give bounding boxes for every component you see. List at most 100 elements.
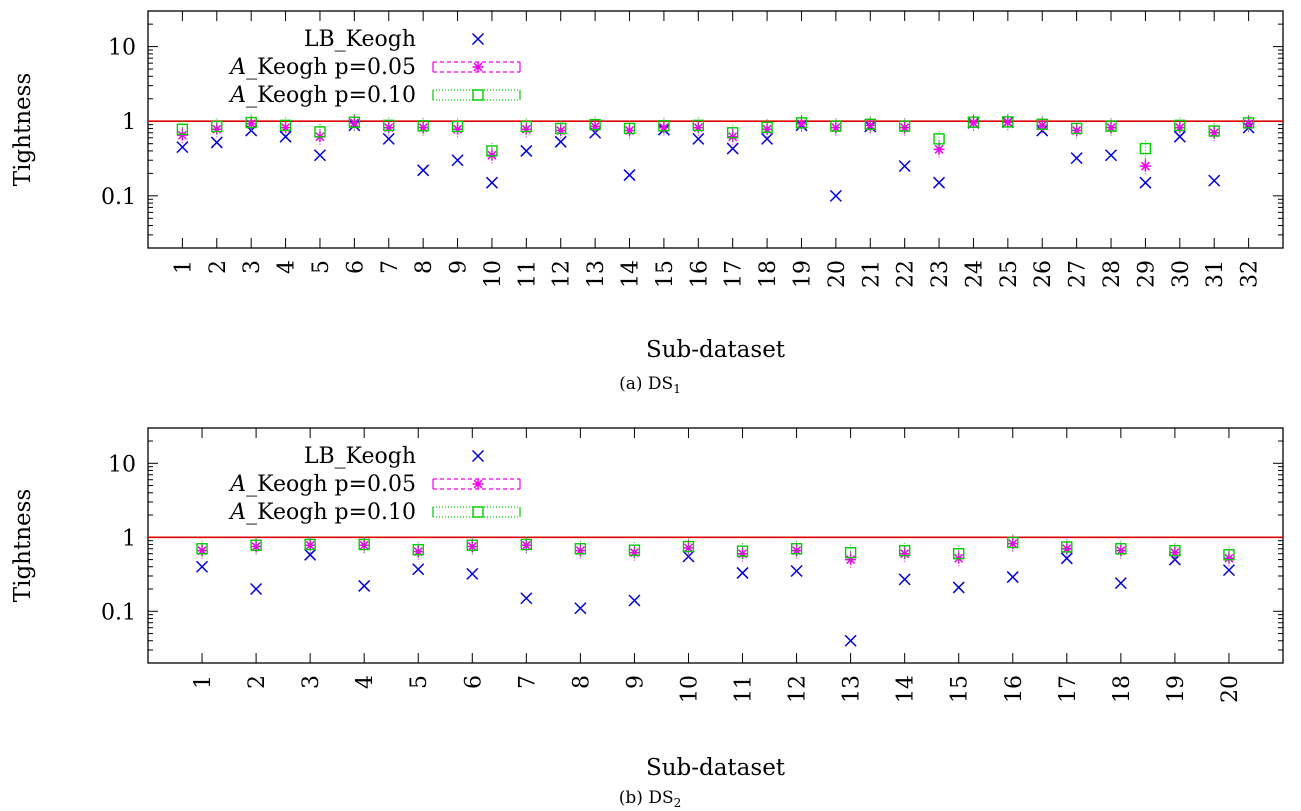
data-point-square: [211, 120, 223, 133]
data-point-square: [466, 539, 478, 551]
x-tick-label: 13: [840, 675, 865, 703]
data-point-square: [1070, 122, 1083, 135]
data-point-square: [176, 123, 189, 135]
x-tick-label: 17: [722, 260, 747, 288]
data-point-square: [953, 548, 965, 560]
data-point-x: [898, 160, 911, 173]
data-point-x: [844, 634, 857, 647]
x-tick-label: 6: [461, 675, 486, 689]
data-point-square: [1242, 117, 1255, 129]
data-point-x: [520, 592, 533, 605]
x-tick-label: 19: [1164, 675, 1189, 703]
data-point-x: [726, 142, 739, 155]
series-1: [176, 114, 1255, 175]
data-point-star: [555, 125, 567, 137]
data-point-square: [348, 116, 361, 128]
data-point-square: [451, 120, 464, 133]
x-tick-label: 3: [299, 675, 324, 689]
data-point-square: [1208, 125, 1220, 137]
data-point-x: [250, 582, 263, 596]
x-tick-label: 1: [191, 675, 216, 689]
data-point-square: [628, 544, 641, 556]
data-point-star: [692, 122, 704, 134]
x-tick-label: 12: [550, 260, 575, 288]
x-tick-label: 18: [1110, 675, 1135, 703]
data-point-star: [1139, 160, 1151, 172]
data-point-square: [1115, 543, 1127, 555]
x-tick-label: 15: [948, 675, 973, 703]
series-0: [196, 548, 1235, 647]
data-point-star: [1174, 122, 1186, 134]
data-point-square: [1036, 118, 1048, 130]
data-point-square: [574, 543, 587, 555]
data-point-x: [196, 560, 209, 573]
caption-text: (b) DS: [619, 788, 674, 808]
data-point-star: [933, 143, 945, 155]
data-point-star: [520, 539, 532, 551]
legend-label: A_Keogh p=0.05: [228, 55, 416, 80]
series-2: [196, 534, 1235, 563]
x-tick-label: 10: [677, 675, 702, 703]
data-point-star: [304, 539, 316, 551]
data-point-star: [624, 125, 636, 137]
x-tick-label: 15: [653, 260, 678, 288]
x-tick-label: 8: [569, 675, 594, 689]
data-point-star: [472, 478, 484, 490]
x-tick-label: 31: [1203, 260, 1228, 288]
x-tick-label: 14: [894, 675, 919, 703]
data-point-star: [176, 129, 188, 141]
x-tick-label: 13: [584, 260, 609, 288]
series-1: [196, 535, 1235, 568]
y-ticks: [148, 10, 1283, 249]
data-point-x: [279, 130, 292, 143]
data-point-x: [623, 169, 636, 182]
data-point-star: [727, 131, 739, 143]
y-tick-label: 1: [122, 110, 136, 135]
data-point-square: [358, 538, 370, 551]
data-point-x: [313, 149, 327, 162]
subplot-caption: (b) DS2: [619, 788, 681, 810]
data-point-x: [451, 154, 464, 167]
data-point-x: [304, 548, 317, 561]
x-tick-label: 19: [790, 260, 815, 288]
x-tick-label: 17: [1056, 675, 1081, 703]
data-point-x: [692, 132, 705, 145]
data-point-x: [1060, 552, 1073, 565]
data-point-square: [1223, 549, 1235, 561]
x-tick-label: 9: [623, 675, 648, 689]
data-point-square: [967, 116, 980, 128]
data-point-x: [466, 567, 479, 580]
x-tick-label: 29: [1134, 260, 1159, 288]
x-tick-label: 23: [928, 260, 953, 288]
legend-label-text: _Keogh p=0.05: [246, 472, 416, 497]
data-point-x: [1139, 176, 1152, 189]
data-point-square: [898, 544, 911, 557]
y-tick-label: 10: [108, 36, 136, 61]
data-point-star: [737, 548, 749, 560]
y-axis-label: Tightness: [10, 489, 36, 603]
data-point-x: [952, 581, 965, 594]
x-tick-label: 7: [378, 260, 403, 274]
data-point-square: [520, 538, 533, 551]
data-point-square: [844, 546, 857, 559]
caption-subscript: 1: [673, 382, 681, 396]
x-tick-label: 11: [732, 675, 757, 703]
data-point-x: [412, 563, 425, 576]
data-point-x: [176, 141, 189, 154]
y-axis-label: Tightness: [10, 73, 36, 187]
data-point-x: [829, 189, 842, 202]
x-tick-label: 2: [245, 675, 270, 689]
data-point-x: [574, 602, 587, 615]
data-point-square: [1007, 536, 1019, 549]
data-point-x: [736, 566, 749, 579]
data-point-square: [383, 119, 395, 132]
data-point-square: [692, 119, 705, 132]
data-point-square: [623, 122, 636, 135]
data-point-x: [417, 164, 430, 177]
x-tick-label: 1: [171, 260, 196, 274]
data-point-star: [383, 122, 395, 134]
legend-label: LB_Keogh: [304, 27, 416, 52]
legend-label-text: _Keogh p=0.05: [246, 55, 416, 80]
